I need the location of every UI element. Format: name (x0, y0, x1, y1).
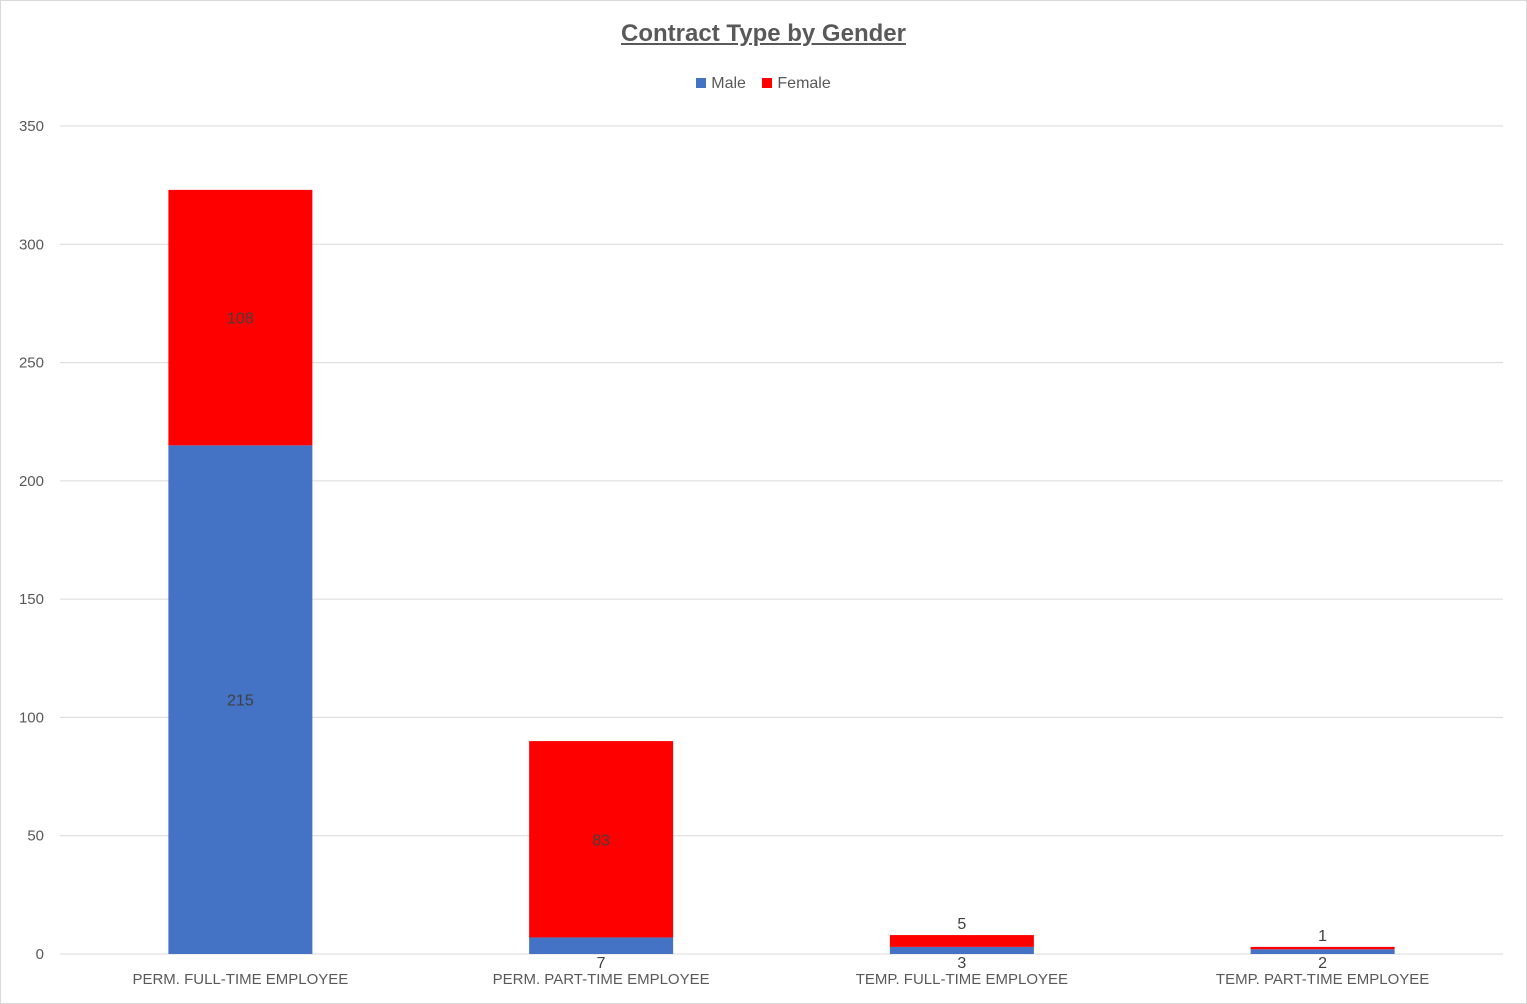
chart-title: Contract Type by Gender (621, 20, 906, 47)
legend-item-male[interactable]: Male (696, 75, 746, 93)
data-label-male-0: 215 (227, 693, 254, 710)
x-category-label-1: PERM. PART-TIME EMPLOYEE (493, 971, 710, 988)
bar-female-2 (889, 935, 1034, 947)
bar-male-3 (1250, 949, 1395, 954)
legend-label-female: Female (777, 75, 831, 92)
bar-male-2 (889, 946, 1034, 954)
y-tick-label-0: 0 (36, 946, 44, 963)
bar-male-0 (168, 445, 313, 954)
y-tick-label-150: 150 (19, 591, 44, 608)
data-label-male-3: 2 (1318, 955, 1327, 972)
x-category-label-2: TEMP. FULL-TIME EMPLOYEE (856, 971, 1068, 988)
data-label-female-3: 1 (1318, 928, 1327, 945)
x-category-label-0: PERM. FULL-TIME EMPLOYEE (132, 971, 348, 988)
x-category-label-3: TEMP. PART-TIME EMPLOYEE (1216, 971, 1429, 988)
data-label-female-1: 83 (592, 832, 610, 849)
legend: Male Female (0, 75, 1527, 93)
legend-swatch-female (762, 78, 773, 88)
data-label-male-2: 3 (957, 955, 966, 972)
y-tick-label-100: 100 (19, 709, 44, 726)
bar-female-0 (168, 189, 313, 446)
legend-item-female[interactable]: Female (762, 75, 831, 93)
legend-label-male: Male (711, 75, 746, 92)
y-tick-label-350: 350 (19, 118, 44, 135)
data-label-female-0: 108 (227, 311, 254, 328)
legend-swatch-male (696, 78, 707, 88)
data-label-female-2: 5 (957, 916, 966, 933)
y-tick-label-300: 300 (19, 236, 44, 253)
data-label-male-1: 7 (597, 955, 606, 972)
bar-male-1 (529, 937, 674, 954)
bar-female-1 (529, 741, 674, 938)
bar-female-3 (1250, 946, 1395, 950)
y-tick-label-50: 50 (27, 828, 44, 845)
y-tick-label-200: 200 (19, 473, 44, 490)
y-tick-label-250: 250 (19, 355, 44, 372)
